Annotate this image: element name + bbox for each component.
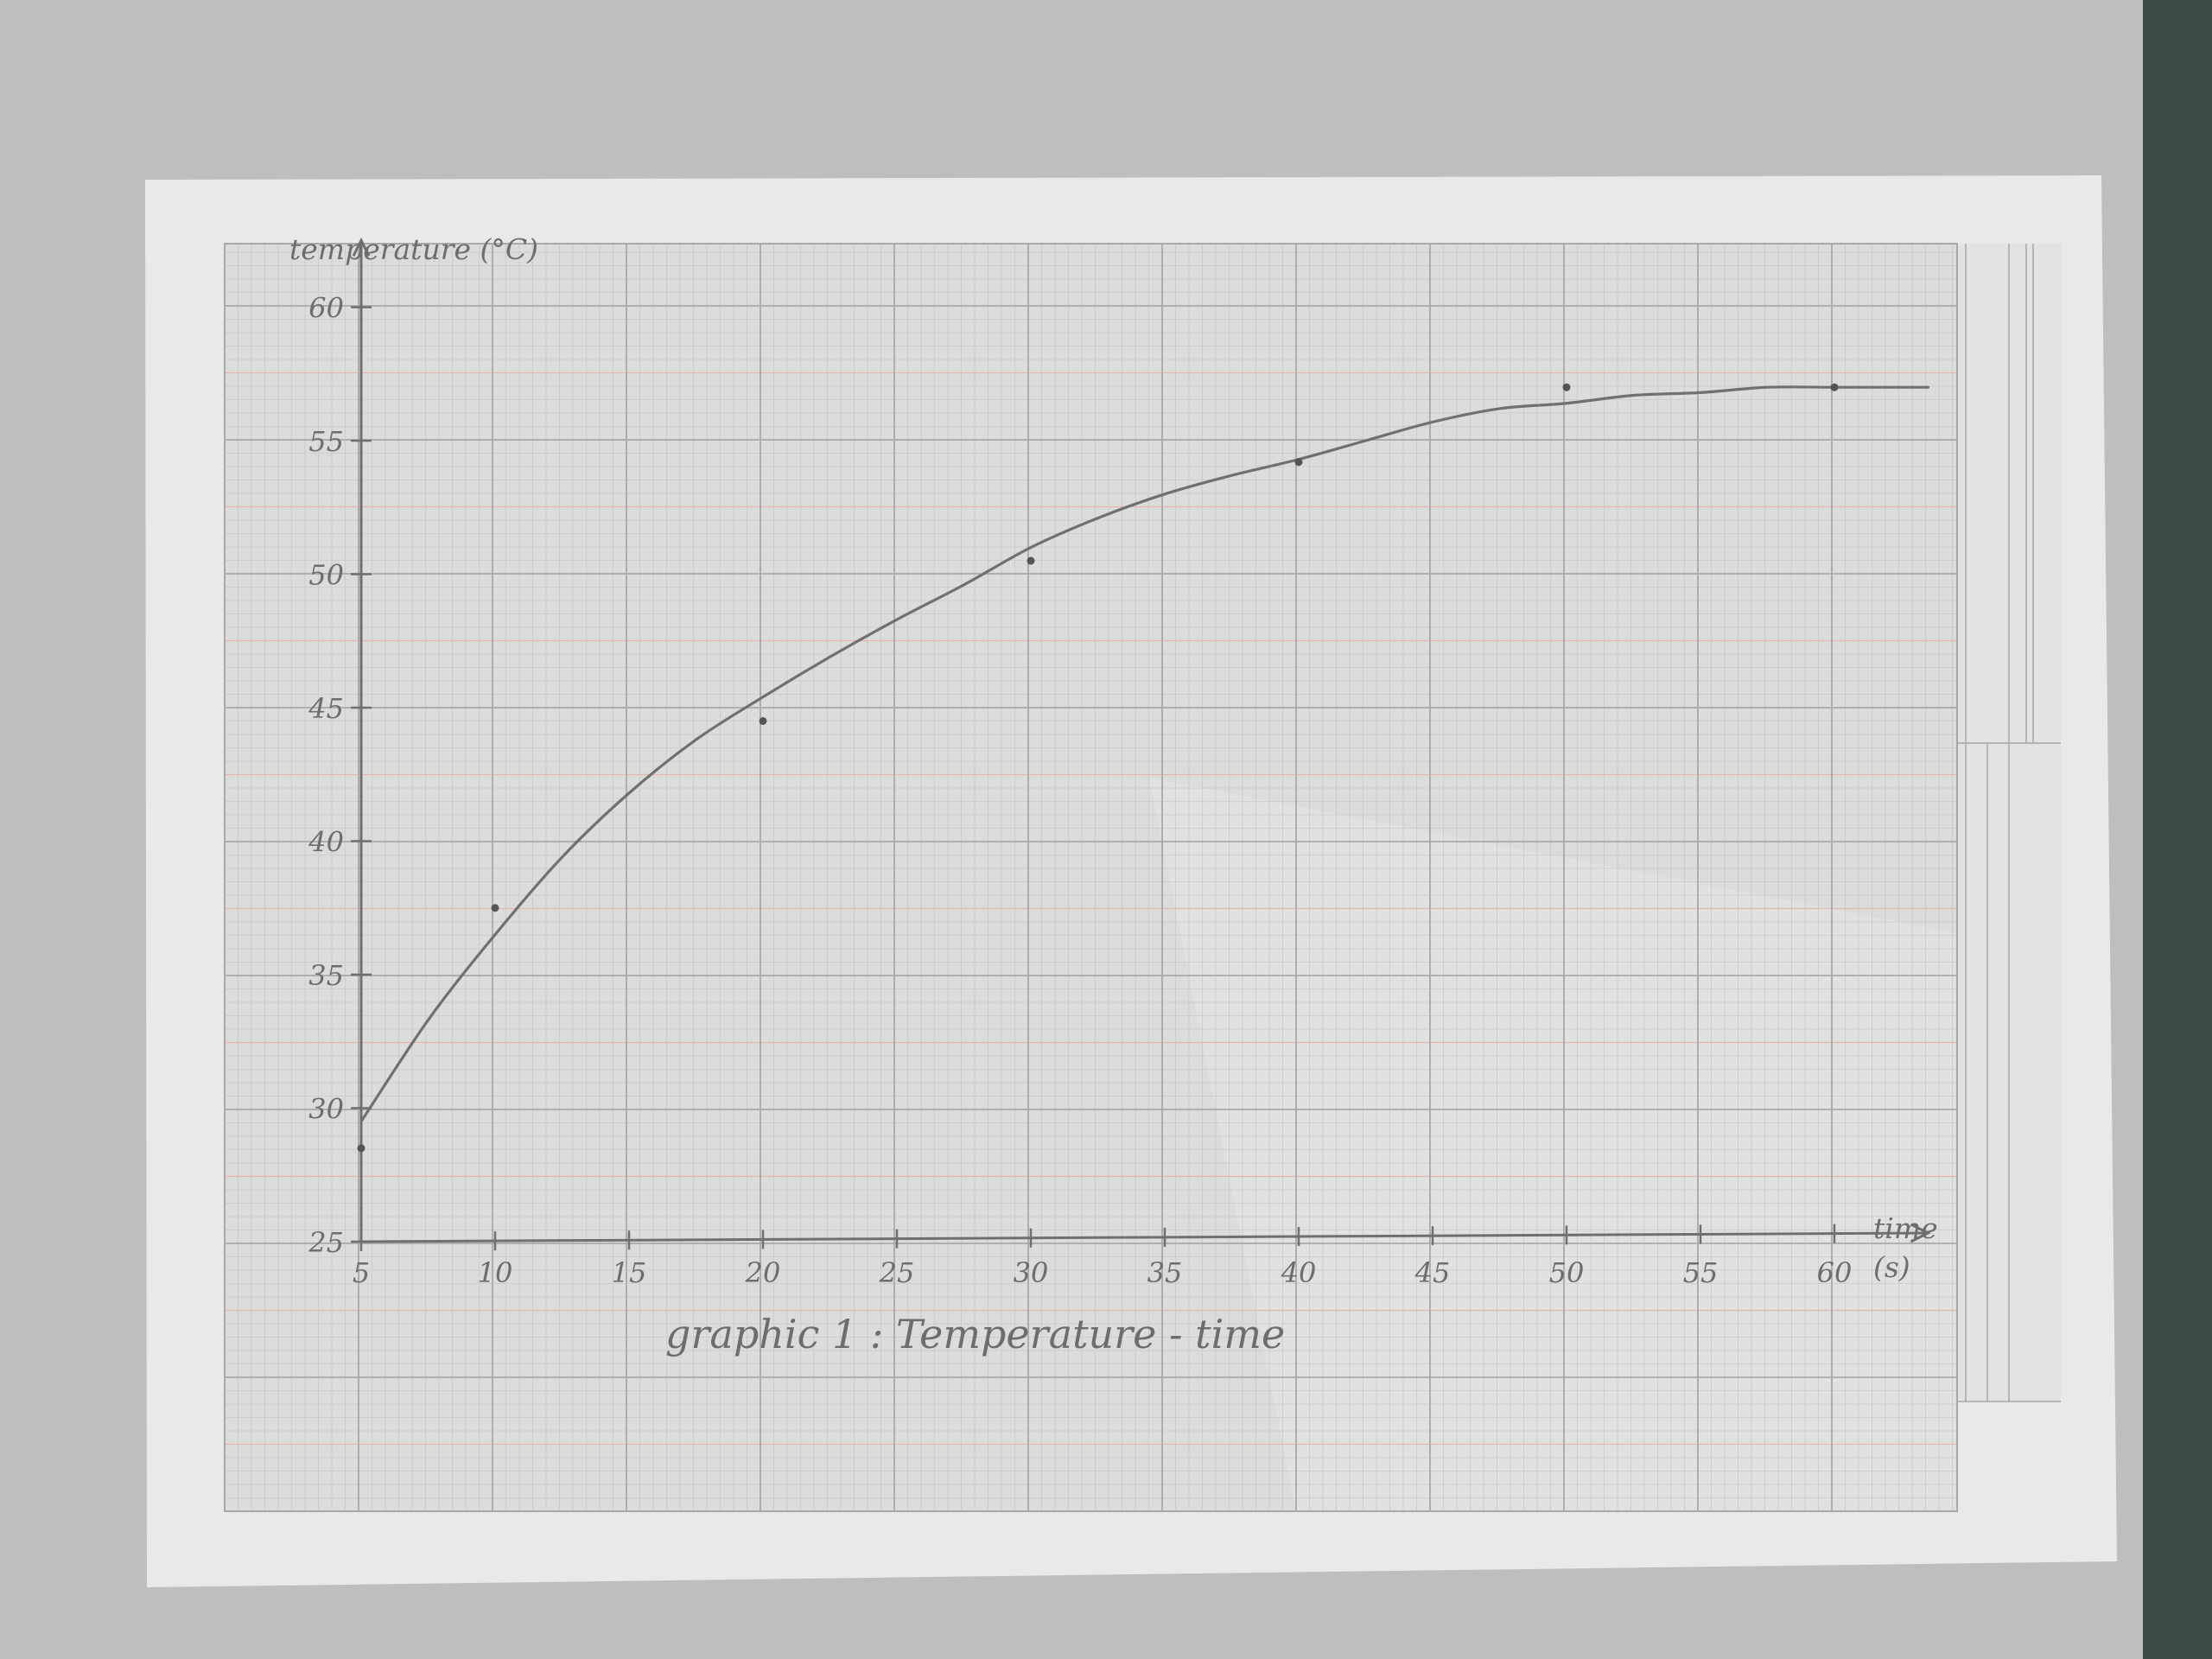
data-point <box>357 1144 365 1153</box>
x-tick-label: 35 <box>1147 1256 1183 1289</box>
side-strip-lines <box>1957 244 2061 1402</box>
x-tick-label: 50 <box>1549 1256 1585 1289</box>
data-points <box>357 383 1839 1153</box>
x-axis-label-unit: (s) <box>1873 1250 1910 1284</box>
x-tick-label: 55 <box>1683 1256 1719 1289</box>
grid-border <box>224 243 1958 1512</box>
y-axis-arrow <box>352 237 371 257</box>
data-point <box>491 904 499 912</box>
data-point <box>1294 458 1303 467</box>
chart-title: graphic 1 : Temperature - time <box>665 1311 1285 1357</box>
x-tick-labels: 5 10 15 20 25 30 35 40 45 50 55 60 <box>353 1256 1853 1289</box>
y-tick-label: 35 <box>308 959 344 992</box>
x-tick-label: 25 <box>879 1256 915 1289</box>
y-tick-label: 60 <box>308 292 344 325</box>
data-point <box>1830 383 1839 391</box>
major-grid <box>224 243 1958 1512</box>
y-tick-label: 50 <box>308 559 344 592</box>
axis-ticks <box>351 306 1836 1251</box>
graph-paper-area <box>225 244 1957 1511</box>
x-tick-label: 5 <box>353 1256 370 1289</box>
x-axis <box>360 1231 1929 1243</box>
x-tick-label: 60 <box>1817 1256 1853 1289</box>
y-tick-label: 25 <box>308 1226 344 1259</box>
axes <box>352 237 1931 1243</box>
x-axis-label-time: time <box>1873 1211 1938 1245</box>
data-point <box>1562 383 1571 391</box>
x-tick-label: 40 <box>1281 1256 1317 1289</box>
x-tick-label: 30 <box>1014 1256 1049 1289</box>
y-tick-label: 45 <box>308 692 344 725</box>
y-tick-label: 40 <box>308 826 344 859</box>
y-tick-label: 30 <box>308 1093 344 1126</box>
right-edge-shadow <box>2143 0 2212 1659</box>
x-tick-label: 15 <box>612 1256 647 1289</box>
y-tick-labels: 25 30 35 40 45 50 55 60 <box>308 292 344 1260</box>
x-tick-label: 10 <box>478 1256 513 1289</box>
fitted-curve <box>359 385 1930 1123</box>
x-tick-label: 20 <box>745 1256 781 1289</box>
x-axis-arrow <box>1910 1223 1931 1243</box>
y-axis-label: temperature (°C) <box>289 232 538 266</box>
light-glare <box>1149 778 1957 1511</box>
fine-grid <box>225 244 1957 1511</box>
data-point <box>759 716 767 725</box>
x-tick-label: 45 <box>1414 1256 1451 1289</box>
data-point <box>1027 556 1035 565</box>
y-tick-label: 55 <box>308 425 344 458</box>
